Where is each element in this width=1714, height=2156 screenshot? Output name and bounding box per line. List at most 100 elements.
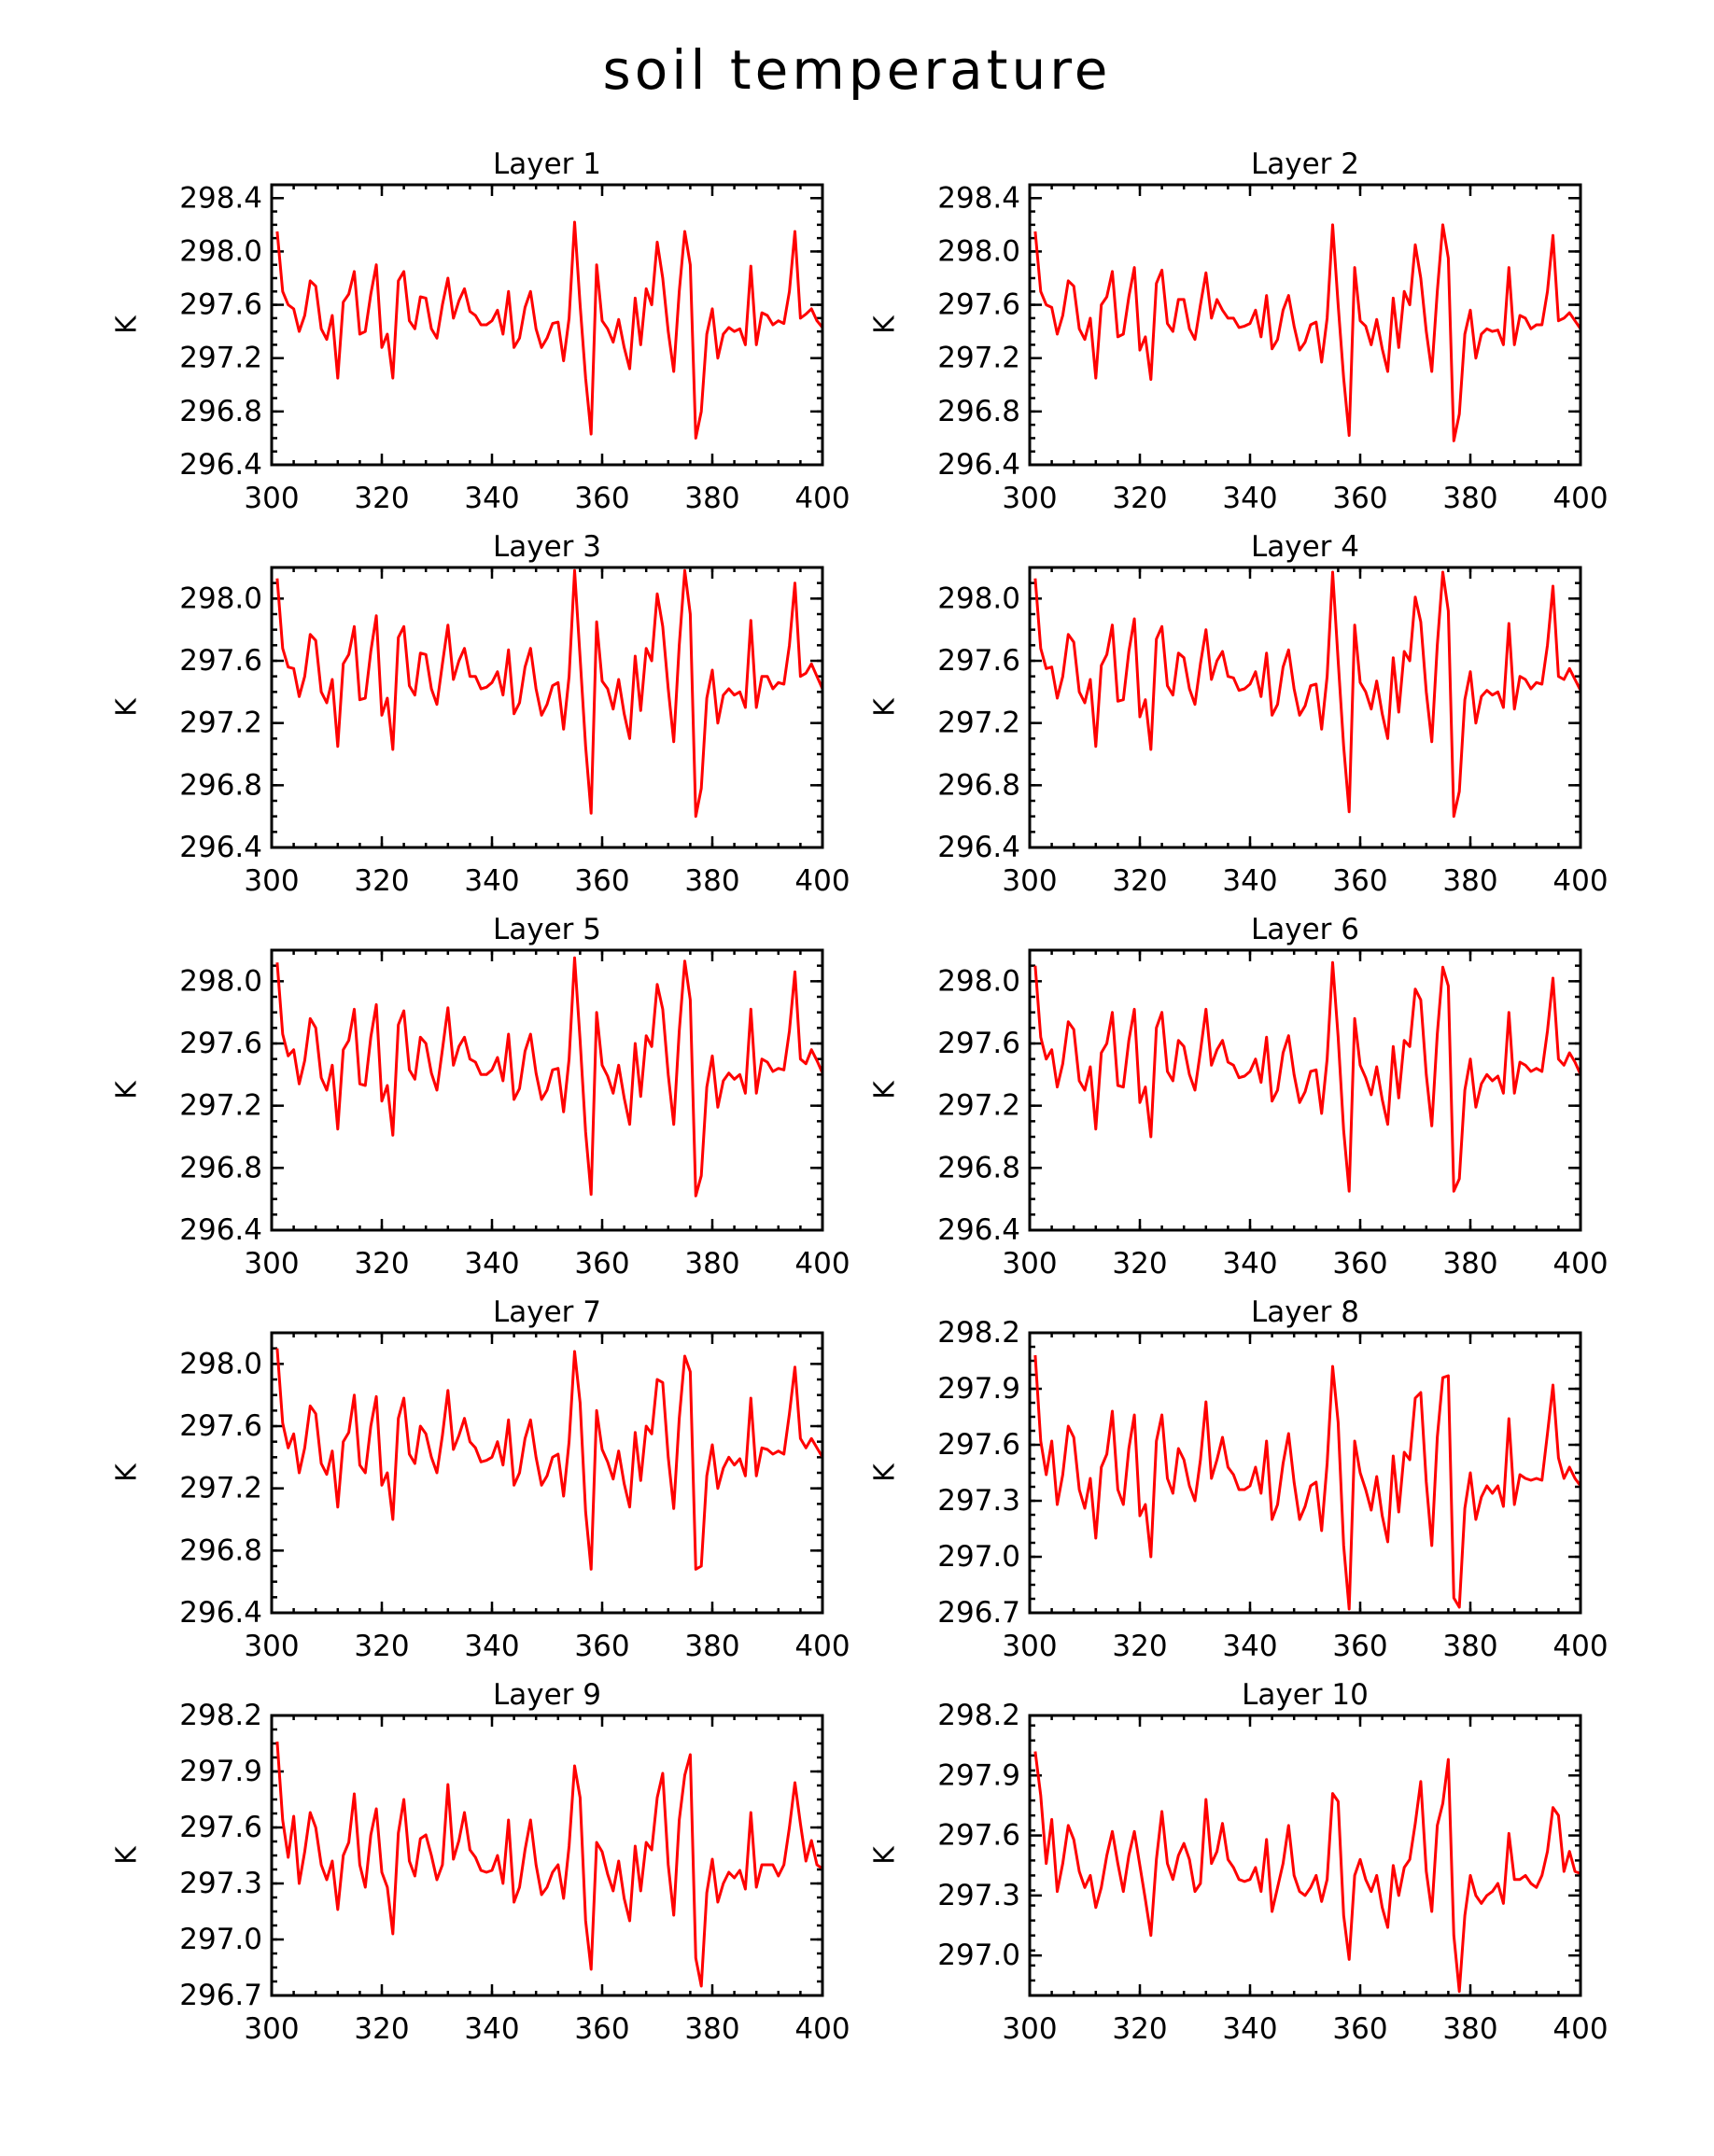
y-tick-label: 296.8 xyxy=(937,1151,1020,1184)
x-tick-label: 340 xyxy=(1222,482,1277,515)
y-tick-label: 296.4 xyxy=(937,831,1020,864)
panel-title: Layer 3 xyxy=(493,530,601,564)
y-tick-label: 298.0 xyxy=(937,234,1020,268)
x-tick-label: 320 xyxy=(1112,482,1167,515)
x-tick-label: 400 xyxy=(794,2012,850,2046)
y-tick-label: 296.8 xyxy=(937,768,1020,802)
x-tick-label: 320 xyxy=(1112,1630,1167,1663)
y-tick-label: 297.6 xyxy=(179,1409,262,1443)
y-tick-label: 297.9 xyxy=(937,1758,1020,1792)
y-tick-label: 296.4 xyxy=(937,1213,1020,1247)
x-tick-label: 320 xyxy=(354,1630,409,1663)
y-tick-label: 296.4 xyxy=(937,448,1020,482)
x-tick-label: 400 xyxy=(1552,864,1608,898)
panel-layer-1: Layer 1 K 300 320 340 360 380 400 296.4 296.8 297.… xyxy=(111,147,850,515)
panel-title: Layer 7 xyxy=(493,1295,601,1329)
y-tick-label: 297.2 xyxy=(937,342,1020,375)
figure-title: soil temperature xyxy=(603,38,1112,102)
x-tick-label: 300 xyxy=(244,2012,299,2046)
y-axis-label: K xyxy=(111,697,144,717)
x-tick-label: 380 xyxy=(1442,2012,1497,2046)
panel-title: Layer 2 xyxy=(1251,147,1359,181)
y-tick-label: 297.6 xyxy=(179,1811,262,1844)
panel-title: Layer 5 xyxy=(493,913,601,946)
x-tick-label: 400 xyxy=(1552,482,1608,515)
x-tick-label: 300 xyxy=(1002,1630,1057,1663)
x-tick-label: 300 xyxy=(1002,2012,1057,2046)
x-tick-label: 340 xyxy=(1222,2012,1277,2046)
plot-frame xyxy=(270,948,824,1232)
y-tick-label: 297.2 xyxy=(179,707,262,740)
y-tick-label: 297.3 xyxy=(179,1867,262,1900)
y-tick-label: 298.4 xyxy=(179,181,262,215)
y-tick-label: 298.4 xyxy=(937,181,1020,215)
x-tick-label: 340 xyxy=(1222,1630,1277,1663)
panel-layer-8: Layer 8 K 300 320 340 360 380 400 296.7 297.0 297.… xyxy=(869,1295,1609,1663)
x-tick-label: 320 xyxy=(354,864,409,898)
y-tick-label: 296.8 xyxy=(937,395,1020,428)
x-tick-label: 360 xyxy=(1332,864,1387,898)
y-tick-label: 296.8 xyxy=(179,768,262,802)
y-tick-label: 298.0 xyxy=(937,964,1020,998)
y-tick-label: 297.2 xyxy=(937,707,1020,740)
series-line xyxy=(1033,223,1581,442)
panel-layer-3: Layer 3 K 300 320 340 360 380 400 296.4 296.8 297.… xyxy=(111,530,850,898)
y-tick-label: 297.2 xyxy=(179,1472,262,1505)
y-tick-label: 298.2 xyxy=(937,1699,1020,1732)
x-tick-label: 400 xyxy=(794,864,850,898)
x-tick-label: 360 xyxy=(574,2012,629,2046)
y-tick-label: 297.3 xyxy=(937,1879,1020,1912)
x-tick-label: 300 xyxy=(244,1630,299,1663)
x-tick-label: 340 xyxy=(464,1630,519,1663)
plot-frame xyxy=(1028,948,1582,1232)
plot-frame xyxy=(1028,1331,1582,1615)
y-tick-label: 297.0 xyxy=(937,1939,1020,1972)
series-line xyxy=(275,220,822,440)
y-axis-label: K xyxy=(111,315,144,334)
panels: Layer 1 K 300 320 340 360 380 400 296.4 296.8 297.… xyxy=(111,147,1609,2046)
y-axis-label: K xyxy=(111,1080,144,1099)
y-tick-label: 297.6 xyxy=(937,288,1020,322)
x-tick-label: 340 xyxy=(464,2012,519,2046)
series-line xyxy=(275,1741,822,1988)
y-tick-label: 297.6 xyxy=(937,1027,1020,1060)
y-axis-label: K xyxy=(869,1845,902,1865)
y-tick-label: 297.6 xyxy=(937,1428,1020,1462)
y-tick-label: 298.0 xyxy=(179,581,262,615)
panel-layer-5: Layer 5 K 300 320 340 360 380 400 296.4 296.8 297.… xyxy=(111,913,850,1281)
x-tick-label: 320 xyxy=(354,482,409,515)
x-tick-label: 340 xyxy=(1222,1247,1277,1281)
y-tick-label: 297.0 xyxy=(179,1923,262,1956)
series-line xyxy=(1033,1751,1581,1994)
panel-layer-6: Layer 6 K 300 320 340 360 380 400 296.4 296.8 297.… xyxy=(869,913,1609,1281)
panel-title: Layer 10 xyxy=(1242,1678,1369,1712)
y-axis-label: K xyxy=(869,1080,902,1099)
panel-title: Layer 1 xyxy=(493,147,601,181)
x-tick-label: 340 xyxy=(1222,864,1277,898)
y-tick-label: 298.0 xyxy=(179,964,262,998)
y-tick-label: 297.2 xyxy=(179,1089,262,1123)
y-tick-label: 297.9 xyxy=(937,1372,1020,1406)
x-tick-label: 300 xyxy=(244,1247,299,1281)
x-tick-label: 360 xyxy=(574,1247,629,1281)
x-tick-label: 320 xyxy=(354,2012,409,2046)
panel-title: Layer 6 xyxy=(1251,913,1359,946)
y-tick-label: 297.6 xyxy=(179,288,262,322)
x-tick-label: 400 xyxy=(1552,1630,1608,1663)
y-axis-label: K xyxy=(111,1845,144,1865)
y-axis-label: K xyxy=(869,697,902,717)
y-tick-label: 297.2 xyxy=(179,342,262,375)
series-line xyxy=(1033,570,1581,819)
x-tick-label: 340 xyxy=(464,864,519,898)
series-line xyxy=(275,956,822,1197)
y-axis-label: K xyxy=(869,315,902,334)
x-tick-label: 300 xyxy=(244,864,299,898)
x-tick-label: 320 xyxy=(1112,2012,1167,2046)
panel-title: Layer 9 xyxy=(493,1678,601,1712)
x-tick-label: 300 xyxy=(244,482,299,515)
x-tick-label: 340 xyxy=(464,482,519,515)
y-tick-label: 297.6 xyxy=(937,644,1020,678)
series-line xyxy=(275,1348,822,1571)
y-tick-label: 298.0 xyxy=(179,234,262,268)
